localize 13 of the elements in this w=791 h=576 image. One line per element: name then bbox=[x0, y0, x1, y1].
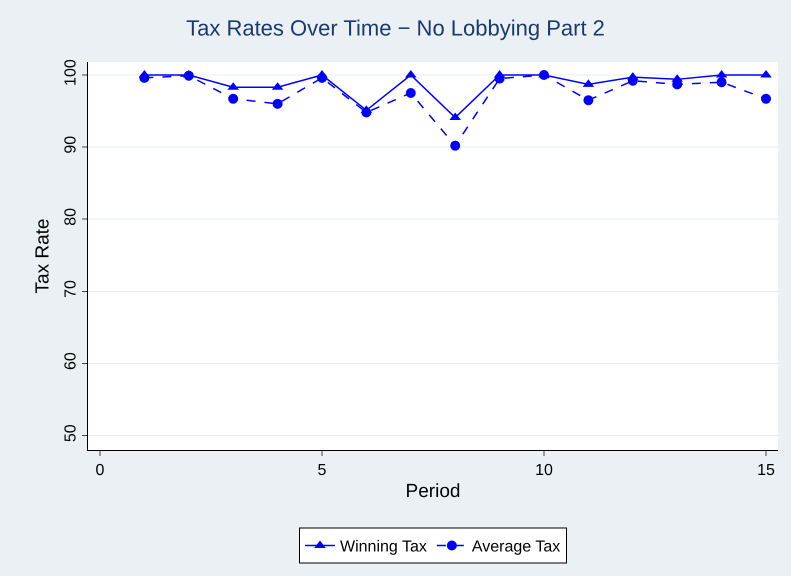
y-tick-label: 90 bbox=[62, 136, 80, 154]
x-tick-label: 15 bbox=[757, 462, 776, 480]
y-tick-label: 70 bbox=[62, 280, 80, 298]
y-tick-label: 60 bbox=[62, 352, 80, 370]
y-tick-label: 100 bbox=[62, 59, 80, 86]
y-tick-label: 80 bbox=[62, 208, 80, 226]
x-tick-label: 10 bbox=[535, 462, 553, 480]
y-axis-title: Tax Rate bbox=[32, 218, 54, 294]
x-tick-label: 5 bbox=[318, 462, 327, 480]
x-tick-label: 0 bbox=[96, 462, 105, 480]
chart-title: Tax Rates Over Time − No Lobbying Part 2 bbox=[186, 16, 605, 41]
y-tick-label: 50 bbox=[62, 424, 80, 442]
x-axis-title: Period bbox=[406, 481, 460, 502]
